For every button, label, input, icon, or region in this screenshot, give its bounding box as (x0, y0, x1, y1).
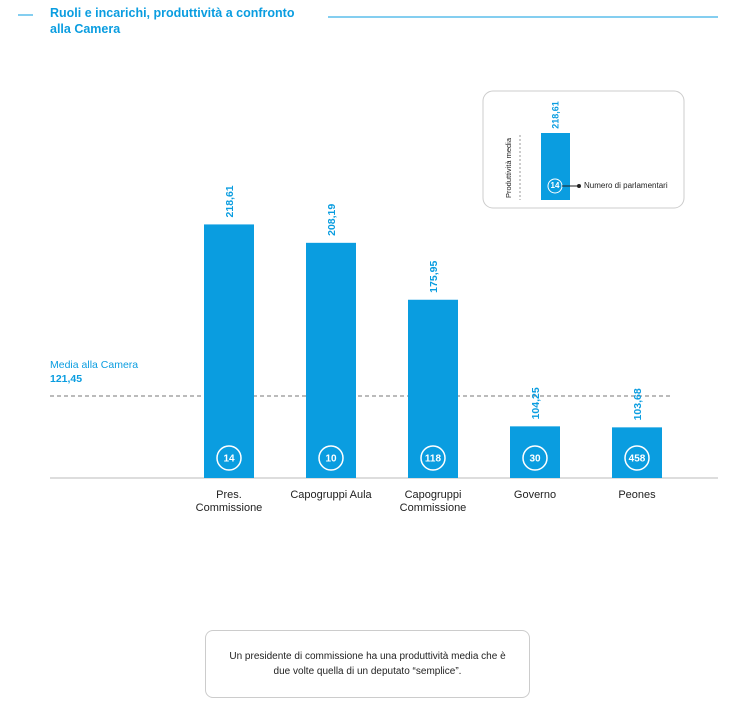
note: Un presidente di commissione ha una prod… (205, 630, 530, 698)
x-tick-label: Governo (513, 489, 557, 501)
count-circle (522, 445, 548, 471)
value-label: 175,95 (428, 261, 440, 293)
reference-value: 121,45 (50, 373, 82, 385)
chart-title: alla Camera (50, 22, 121, 36)
bar (408, 299, 458, 478)
legend-count-title: Numero di parlamentari (584, 181, 668, 190)
x-tick-label: Capogruppi Aula (290, 489, 372, 501)
x-tick-label: Peones (618, 489, 656, 501)
legend-box (482, 90, 685, 209)
x-tick-label: Pres. Commissione (195, 489, 263, 514)
legend-value: 218,61 (550, 101, 560, 129)
count-circle (318, 445, 344, 471)
bar (204, 224, 254, 478)
count-circle (420, 445, 446, 471)
value-label: 103,68 (632, 388, 644, 420)
legend-count: 14 (551, 181, 560, 190)
count-label: 458 (629, 454, 646, 465)
legend-dot (577, 184, 581, 188)
x-tick-label: Capogruppi Commissione (399, 489, 467, 514)
value-label: 104,25 (530, 387, 542, 419)
count-label: 30 (529, 454, 541, 465)
count-label: 10 (325, 454, 337, 465)
value-label: 208,19 (326, 204, 338, 236)
count-label: 118 (425, 454, 442, 465)
value-label: 218,61 (224, 185, 236, 217)
legend-bar (541, 133, 570, 200)
count-label: 14 (223, 454, 235, 465)
reference-label: Media alla Camera (50, 359, 138, 371)
legend-value-title: Produttività media (504, 137, 513, 198)
chart-title: Ruoli e incarichi, produttività a confro… (50, 6, 295, 20)
bar (306, 242, 356, 478)
count-circle (624, 445, 650, 471)
count-circle (216, 445, 242, 471)
